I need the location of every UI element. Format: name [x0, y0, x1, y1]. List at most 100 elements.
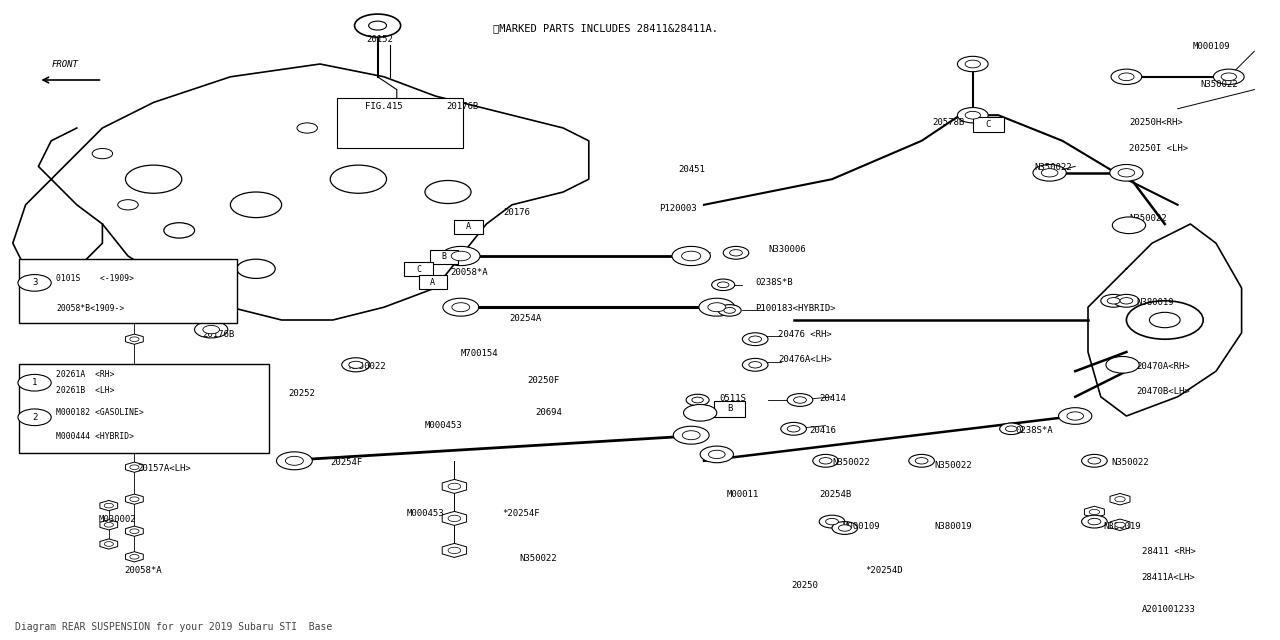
Circle shape [813, 454, 838, 467]
Polygon shape [1110, 493, 1130, 505]
Text: 20176B: 20176B [447, 102, 479, 111]
Circle shape [686, 394, 709, 406]
Circle shape [129, 273, 140, 278]
Polygon shape [125, 494, 143, 504]
Circle shape [1089, 509, 1100, 515]
Text: 20250: 20250 [791, 581, 818, 590]
Circle shape [1111, 69, 1142, 84]
Text: FRONT: FRONT [51, 60, 78, 69]
Circle shape [1059, 408, 1092, 424]
Polygon shape [125, 430, 143, 440]
Text: 20470B<LH>: 20470B<LH> [1137, 387, 1190, 396]
Circle shape [699, 298, 735, 316]
Circle shape [781, 422, 806, 435]
Circle shape [1088, 458, 1101, 464]
Circle shape [1120, 298, 1133, 304]
Circle shape [342, 358, 370, 372]
Circle shape [1101, 294, 1126, 307]
Text: 20058*B<1909->: 20058*B<1909-> [56, 304, 124, 313]
Circle shape [724, 307, 735, 314]
Polygon shape [125, 366, 143, 376]
Text: 20476A<LH>: 20476A<LH> [778, 355, 832, 364]
Text: 20578B: 20578B [932, 118, 964, 127]
Text: 3: 3 [32, 278, 37, 287]
Text: B: B [727, 404, 732, 413]
Circle shape [1033, 164, 1066, 181]
Text: M00011: M00011 [727, 490, 759, 499]
Polygon shape [125, 302, 143, 312]
Circle shape [819, 458, 832, 464]
Circle shape [718, 305, 741, 316]
Circle shape [125, 165, 182, 193]
Circle shape [730, 250, 742, 256]
Circle shape [965, 60, 980, 68]
Text: N350022: N350022 [348, 362, 385, 371]
Text: M000453: M000453 [425, 421, 462, 430]
Circle shape [1088, 518, 1101, 525]
Circle shape [1006, 426, 1018, 432]
Circle shape [297, 123, 317, 133]
Circle shape [104, 503, 114, 508]
Text: A201001233: A201001233 [1142, 605, 1196, 614]
Circle shape [742, 333, 768, 346]
Text: N380019: N380019 [1137, 298, 1174, 307]
Circle shape [794, 397, 806, 403]
Text: M700154: M700154 [461, 349, 498, 358]
Circle shape [425, 180, 471, 204]
Circle shape [915, 458, 928, 464]
Circle shape [1221, 73, 1236, 81]
Circle shape [129, 554, 140, 559]
Text: M000453: M000453 [407, 509, 444, 518]
Text: 20176B: 20176B [202, 330, 234, 339]
Circle shape [18, 409, 51, 426]
Circle shape [104, 541, 114, 547]
Text: N380019: N380019 [1103, 522, 1140, 531]
Circle shape [723, 246, 749, 259]
Circle shape [717, 282, 730, 288]
Circle shape [448, 483, 461, 490]
Text: M000109: M000109 [1193, 42, 1230, 51]
Text: N350022: N350022 [1034, 163, 1071, 172]
Circle shape [448, 547, 461, 554]
Circle shape [129, 337, 140, 342]
Circle shape [708, 303, 726, 312]
Text: M030002: M030002 [99, 515, 136, 524]
Polygon shape [100, 500, 118, 511]
Circle shape [355, 14, 401, 37]
Polygon shape [125, 270, 143, 280]
Circle shape [164, 223, 195, 238]
Polygon shape [125, 526, 143, 536]
Text: 0101S    <-1909>: 0101S <-1909> [56, 274, 134, 283]
Circle shape [348, 362, 364, 369]
Polygon shape [125, 334, 143, 344]
Circle shape [742, 358, 768, 371]
Text: 20416: 20416 [809, 426, 836, 435]
Text: 20250F: 20250F [527, 376, 559, 385]
Circle shape [1112, 217, 1146, 234]
Text: ※MARKED PARTS INCLUDES 28411&28411A.: ※MARKED PARTS INCLUDES 28411&28411A. [493, 23, 718, 33]
Circle shape [1126, 301, 1203, 339]
Text: Diagram REAR SUSPENSION for your 2019 Subaru STI  Base: Diagram REAR SUSPENSION for your 2019 Su… [15, 622, 333, 632]
Circle shape [673, 426, 709, 444]
Circle shape [1106, 356, 1139, 373]
Text: FIG.415: FIG.415 [365, 102, 402, 111]
Text: 28411 <RH>: 28411 <RH> [1142, 547, 1196, 556]
Text: 0238S*B: 0238S*B [755, 278, 792, 287]
Text: N380019: N380019 [934, 522, 972, 531]
Text: 2: 2 [1126, 221, 1132, 230]
Text: P120003: P120003 [659, 204, 696, 212]
Circle shape [1082, 515, 1107, 528]
Circle shape [374, 110, 394, 120]
Circle shape [700, 446, 733, 463]
Text: 20152: 20152 [367, 35, 393, 44]
Circle shape [712, 279, 735, 291]
Text: C: C [416, 265, 421, 274]
Circle shape [129, 401, 140, 406]
Text: N350022: N350022 [832, 458, 869, 467]
Circle shape [787, 426, 800, 432]
Circle shape [129, 369, 140, 374]
Circle shape [965, 111, 980, 119]
Text: M000109: M000109 [842, 522, 879, 531]
Text: 20261B  <LH>: 20261B <LH> [56, 386, 115, 395]
Text: 20058*A: 20058*A [451, 268, 488, 276]
